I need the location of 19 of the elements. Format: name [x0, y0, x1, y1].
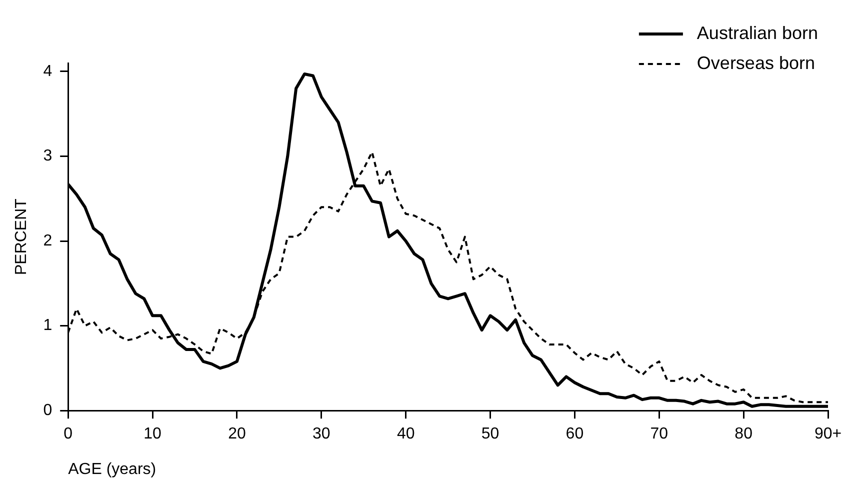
x-tick-label: 10: [144, 426, 162, 443]
x-tick-label: 80: [734, 426, 753, 443]
x-tick-label: 70: [650, 426, 668, 443]
y-axis-title: PERCENT: [13, 198, 30, 276]
legend-label: Australian born: [696, 22, 818, 43]
x-tick-label: 0: [64, 426, 73, 443]
y-tick-label: 1: [43, 317, 52, 334]
y-tick-label: 3: [43, 148, 52, 165]
x-tick-label: 30: [312, 426, 330, 443]
y-tick-label: 4: [43, 62, 52, 80]
x-tick-label: 60: [566, 426, 584, 443]
x-tick-label: 40: [396, 426, 415, 443]
y-tick-label: 0: [43, 402, 52, 420]
x-axis-title: AGE (years): [68, 460, 156, 478]
x-tick-label: 20: [228, 426, 246, 443]
x-tick-label: 90+: [814, 426, 842, 443]
y-tick-label: 2: [43, 232, 52, 250]
x-tick-label: 50: [481, 426, 500, 443]
legend-label: Overseas born: [696, 52, 815, 73]
